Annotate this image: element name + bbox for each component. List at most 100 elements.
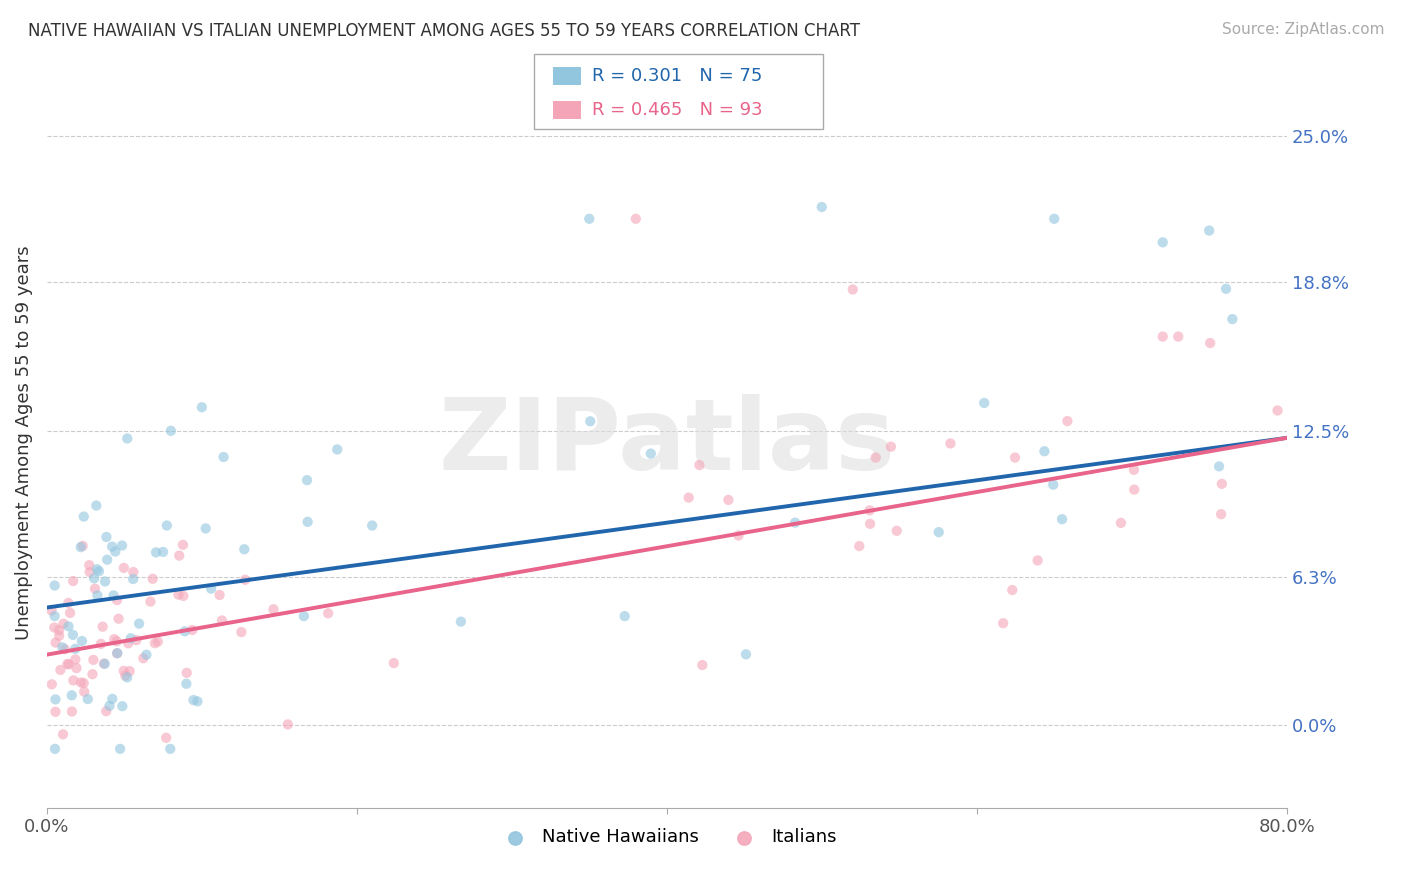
Point <box>865 450 887 465</box>
Point <box>70 634 93 648</box>
Point <box>93 657 115 671</box>
Point <box>1222 312 1244 326</box>
Point <box>1211 476 1233 491</box>
Point <box>1042 477 1064 491</box>
Point <box>231 625 253 640</box>
Point <box>152 545 174 559</box>
Point <box>103 632 125 647</box>
Point <box>880 440 903 454</box>
Point <box>96 530 118 544</box>
Point <box>326 442 349 457</box>
Point <box>104 544 127 558</box>
Point <box>111 539 134 553</box>
Point <box>41 603 63 617</box>
Point <box>105 646 128 660</box>
Point <box>1208 459 1230 474</box>
Point <box>382 656 405 670</box>
Point <box>1026 553 1049 567</box>
Text: ZIPatlas: ZIPatlas <box>439 394 896 491</box>
Point <box>44 578 66 592</box>
Point <box>361 518 384 533</box>
Point <box>105 646 128 660</box>
Point <box>69 675 91 690</box>
Point <box>1122 463 1144 477</box>
Point <box>52 727 75 741</box>
Point <box>48 624 70 638</box>
Point <box>101 691 124 706</box>
Point <box>87 564 110 578</box>
Point <box>842 283 865 297</box>
Point <box>579 414 602 428</box>
Point <box>105 593 128 607</box>
Point <box>58 619 80 633</box>
Point <box>173 624 195 639</box>
Point <box>146 634 169 648</box>
Point <box>94 574 117 589</box>
Point <box>172 538 194 552</box>
Point <box>277 717 299 731</box>
Point <box>212 450 235 464</box>
Point <box>51 640 73 655</box>
Point <box>84 499 107 513</box>
Text: R = 0.301   N = 75: R = 0.301 N = 75 <box>592 67 762 85</box>
Point <box>717 492 740 507</box>
Point <box>181 623 204 637</box>
Point <box>233 573 256 587</box>
Point <box>48 629 70 643</box>
Point <box>58 596 80 610</box>
Point <box>62 673 84 688</box>
Point <box>128 616 150 631</box>
Point <box>1152 235 1174 250</box>
Point <box>200 582 222 596</box>
Point <box>859 503 882 517</box>
Point <box>1109 516 1132 530</box>
Point <box>84 582 107 596</box>
Point <box>167 588 190 602</box>
Point <box>690 658 713 673</box>
Point <box>53 642 76 657</box>
Point <box>194 521 217 535</box>
Point <box>142 572 165 586</box>
Point <box>65 652 87 666</box>
Point <box>73 509 96 524</box>
Point <box>62 628 84 642</box>
Point <box>1209 507 1232 521</box>
Legend: Native Hawaiians, Italians: Native Hawaiians, Italians <box>489 821 844 854</box>
Point <box>69 540 91 554</box>
Point <box>65 641 87 656</box>
Point <box>44 692 66 706</box>
Point <box>939 436 962 450</box>
Point <box>973 396 995 410</box>
Point <box>928 525 950 540</box>
Point <box>859 516 882 531</box>
Point <box>118 664 141 678</box>
Point <box>886 524 908 538</box>
Point <box>98 698 121 713</box>
Point <box>60 705 83 719</box>
Point <box>56 657 79 671</box>
Point <box>96 704 118 718</box>
Point <box>90 637 112 651</box>
Point <box>211 614 233 628</box>
Point <box>156 518 179 533</box>
Point <box>93 657 115 671</box>
Point <box>49 663 72 677</box>
Point <box>79 565 101 579</box>
Point <box>77 558 100 573</box>
Point <box>101 540 124 554</box>
Point <box>112 664 135 678</box>
Point <box>191 401 214 415</box>
Point <box>132 651 155 665</box>
Point <box>993 616 1015 631</box>
Point <box>159 742 181 756</box>
Point <box>678 491 700 505</box>
Point <box>1152 329 1174 343</box>
Point <box>83 571 105 585</box>
Point <box>1267 403 1289 417</box>
Point <box>114 668 136 682</box>
Point <box>186 694 208 708</box>
Point <box>578 211 600 226</box>
Point <box>73 676 96 690</box>
Point <box>624 211 647 226</box>
Point <box>735 648 758 662</box>
